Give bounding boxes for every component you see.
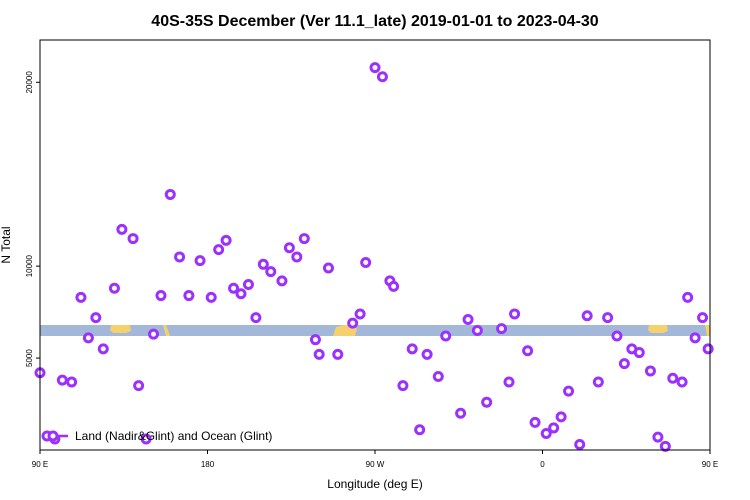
data-point (633, 347, 645, 359)
data-point (702, 343, 714, 355)
x-axis-label: Longitude (deg E) (327, 477, 422, 491)
legend-label: Land (Nadir&Glint) and Ocean (Glint) (75, 429, 272, 443)
data-point (369, 62, 381, 74)
chart-title: 40S-35S December (Ver 11.1_late) 2019-01… (151, 13, 599, 30)
data-point (388, 280, 400, 292)
data-point (66, 376, 78, 388)
data-point (455, 407, 467, 419)
data-point (618, 358, 630, 370)
data-point (97, 343, 109, 355)
x-tick-label: 0 (540, 460, 545, 469)
data-point (298, 233, 310, 245)
data-point (676, 376, 688, 388)
data-point (164, 188, 176, 200)
data-point (309, 334, 321, 346)
data-point (611, 330, 623, 342)
land-patch-africa (705, 325, 710, 336)
ocean-band (40, 325, 710, 336)
data-point (471, 324, 483, 336)
data-point (265, 266, 277, 278)
data-point (522, 345, 534, 357)
y-tick-label: 5000 (25, 349, 34, 367)
data-point (689, 332, 701, 344)
data-point (503, 376, 515, 388)
data-point (347, 317, 359, 329)
data-point (257, 258, 269, 270)
data-point (291, 251, 303, 263)
x-tick-label: 90 E (32, 460, 48, 469)
data-point (509, 308, 521, 320)
land-patch-new-zealand (163, 325, 170, 336)
data-point (56, 374, 68, 386)
data-point (432, 370, 444, 382)
data-point (228, 282, 240, 294)
y-axis: 5000 10000 20000 (25, 71, 40, 367)
data-point (659, 440, 671, 452)
land-patch-australia (110, 325, 131, 333)
data-point (414, 424, 426, 436)
data-point (174, 251, 186, 263)
data-point (421, 348, 433, 360)
data-point (360, 256, 372, 268)
data-point (242, 279, 254, 291)
data-point (555, 411, 567, 423)
data-point (406, 343, 418, 355)
y-tick-label: 20000 (25, 71, 34, 94)
data-point (220, 234, 232, 246)
data-point (481, 396, 493, 408)
data-point (697, 312, 709, 324)
x-axis: 90 E 180 90 W 0 90 E (32, 450, 718, 469)
data-point (140, 433, 152, 445)
data-point (682, 291, 694, 303)
data-point (283, 242, 295, 254)
data-point (116, 223, 128, 235)
ocean-band-bar (40, 325, 710, 336)
data-point (644, 365, 656, 377)
data-point (354, 308, 366, 320)
data-point (397, 380, 409, 392)
data-point (496, 323, 508, 335)
data-point (548, 422, 560, 434)
data-point (540, 427, 552, 439)
data-point (235, 288, 247, 300)
legend-marker (47, 430, 59, 442)
data-point (155, 290, 167, 302)
data-point (574, 438, 586, 450)
data-point (581, 310, 593, 322)
data-point (529, 416, 541, 428)
data-point (332, 348, 344, 360)
data-point (108, 282, 120, 294)
y-tick-label: 10000 (25, 254, 34, 277)
data-point (133, 380, 145, 392)
data-point (652, 431, 664, 443)
legend: Land (Nadir&Glint) and Ocean (Glint) (41, 429, 272, 443)
data-point (592, 376, 604, 388)
data-point (376, 71, 388, 83)
x-tick-label: 90 W (366, 460, 385, 469)
data-point (276, 275, 288, 287)
data-point (90, 312, 102, 324)
data-point (148, 328, 160, 340)
x-tick-label: 180 (201, 460, 215, 469)
data-point (82, 332, 94, 344)
data-point (194, 255, 206, 267)
data-point (563, 385, 575, 397)
data-point (440, 330, 452, 342)
data-points (34, 62, 714, 452)
data-point (322, 262, 334, 274)
data-point (462, 313, 474, 325)
data-point (213, 244, 225, 256)
x-tick-label: 90 E (702, 460, 718, 469)
data-point (250, 312, 262, 324)
y-axis-label: N Total (0, 226, 13, 263)
data-point (205, 291, 217, 303)
data-point (667, 372, 679, 384)
data-point (75, 291, 87, 303)
data-point (313, 348, 325, 360)
data-point (127, 233, 139, 245)
data-point (602, 312, 614, 324)
data-point (183, 290, 195, 302)
land-patch-australia-repeat (648, 325, 668, 333)
